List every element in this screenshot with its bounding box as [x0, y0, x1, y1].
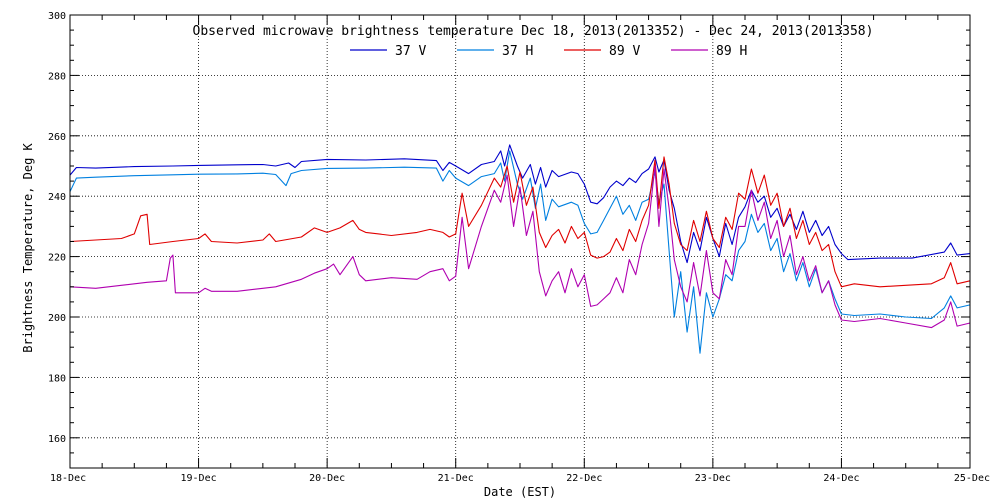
y-axis-title: Brightness Temperature, Deg K — [21, 142, 35, 352]
y-tick-label: 200 — [48, 313, 66, 324]
x-tick-labels: 18-Dec 19-Dec 20-Dec 21-Dec 22-Dec 23-Dec 24-D… — [50, 473, 990, 484]
axis-ticks — [69, 14, 971, 468]
y-tick-label: 220 — [48, 253, 66, 264]
plot-frame — [69, 14, 971, 469]
grid — [70, 15, 970, 468]
y-tick-label: 260 — [48, 132, 66, 143]
legend: 37 V 37 H 89 V 89 H — [350, 44, 747, 59]
legend-label: 37 H — [502, 44, 533, 59]
y-tick-label: 160 — [48, 434, 66, 445]
series-line-89-v — [69, 156, 971, 288]
x-tick-label: 21-Dec — [438, 473, 474, 484]
x-tick-label: 23-Dec — [695, 473, 731, 484]
series-line-37-h — [69, 150, 971, 354]
legend-label: 89 V — [609, 44, 640, 59]
y-tick-labels: 160 180 200 220 240 260 280 300 — [48, 11, 66, 445]
y-tick-label: 240 — [48, 192, 66, 203]
y-tick-label: 180 — [48, 373, 66, 384]
x-tick-label: 18-Dec — [50, 473, 86, 484]
series-line-89-h — [69, 165, 971, 329]
chart-title: Observed microwave brightness temperatur… — [193, 24, 874, 39]
legend-label: 37 V — [395, 44, 426, 59]
x-tick-label: 19-Dec — [181, 473, 217, 484]
x-tick-label: 24-Dec — [823, 473, 859, 484]
y-tick-label: 300 — [48, 11, 66, 22]
x-tick-label: 20-Dec — [309, 473, 345, 484]
legend-label: 89 H — [716, 44, 747, 59]
x-tick-label: 22-Dec — [566, 473, 602, 484]
x-tick-label: 25-Dec — [954, 473, 990, 484]
series-line-37-v — [69, 144, 971, 264]
y-tick-label: 280 — [48, 71, 66, 82]
series-lines — [69, 144, 971, 354]
x-axis-title: Date (EST) — [484, 485, 556, 499]
